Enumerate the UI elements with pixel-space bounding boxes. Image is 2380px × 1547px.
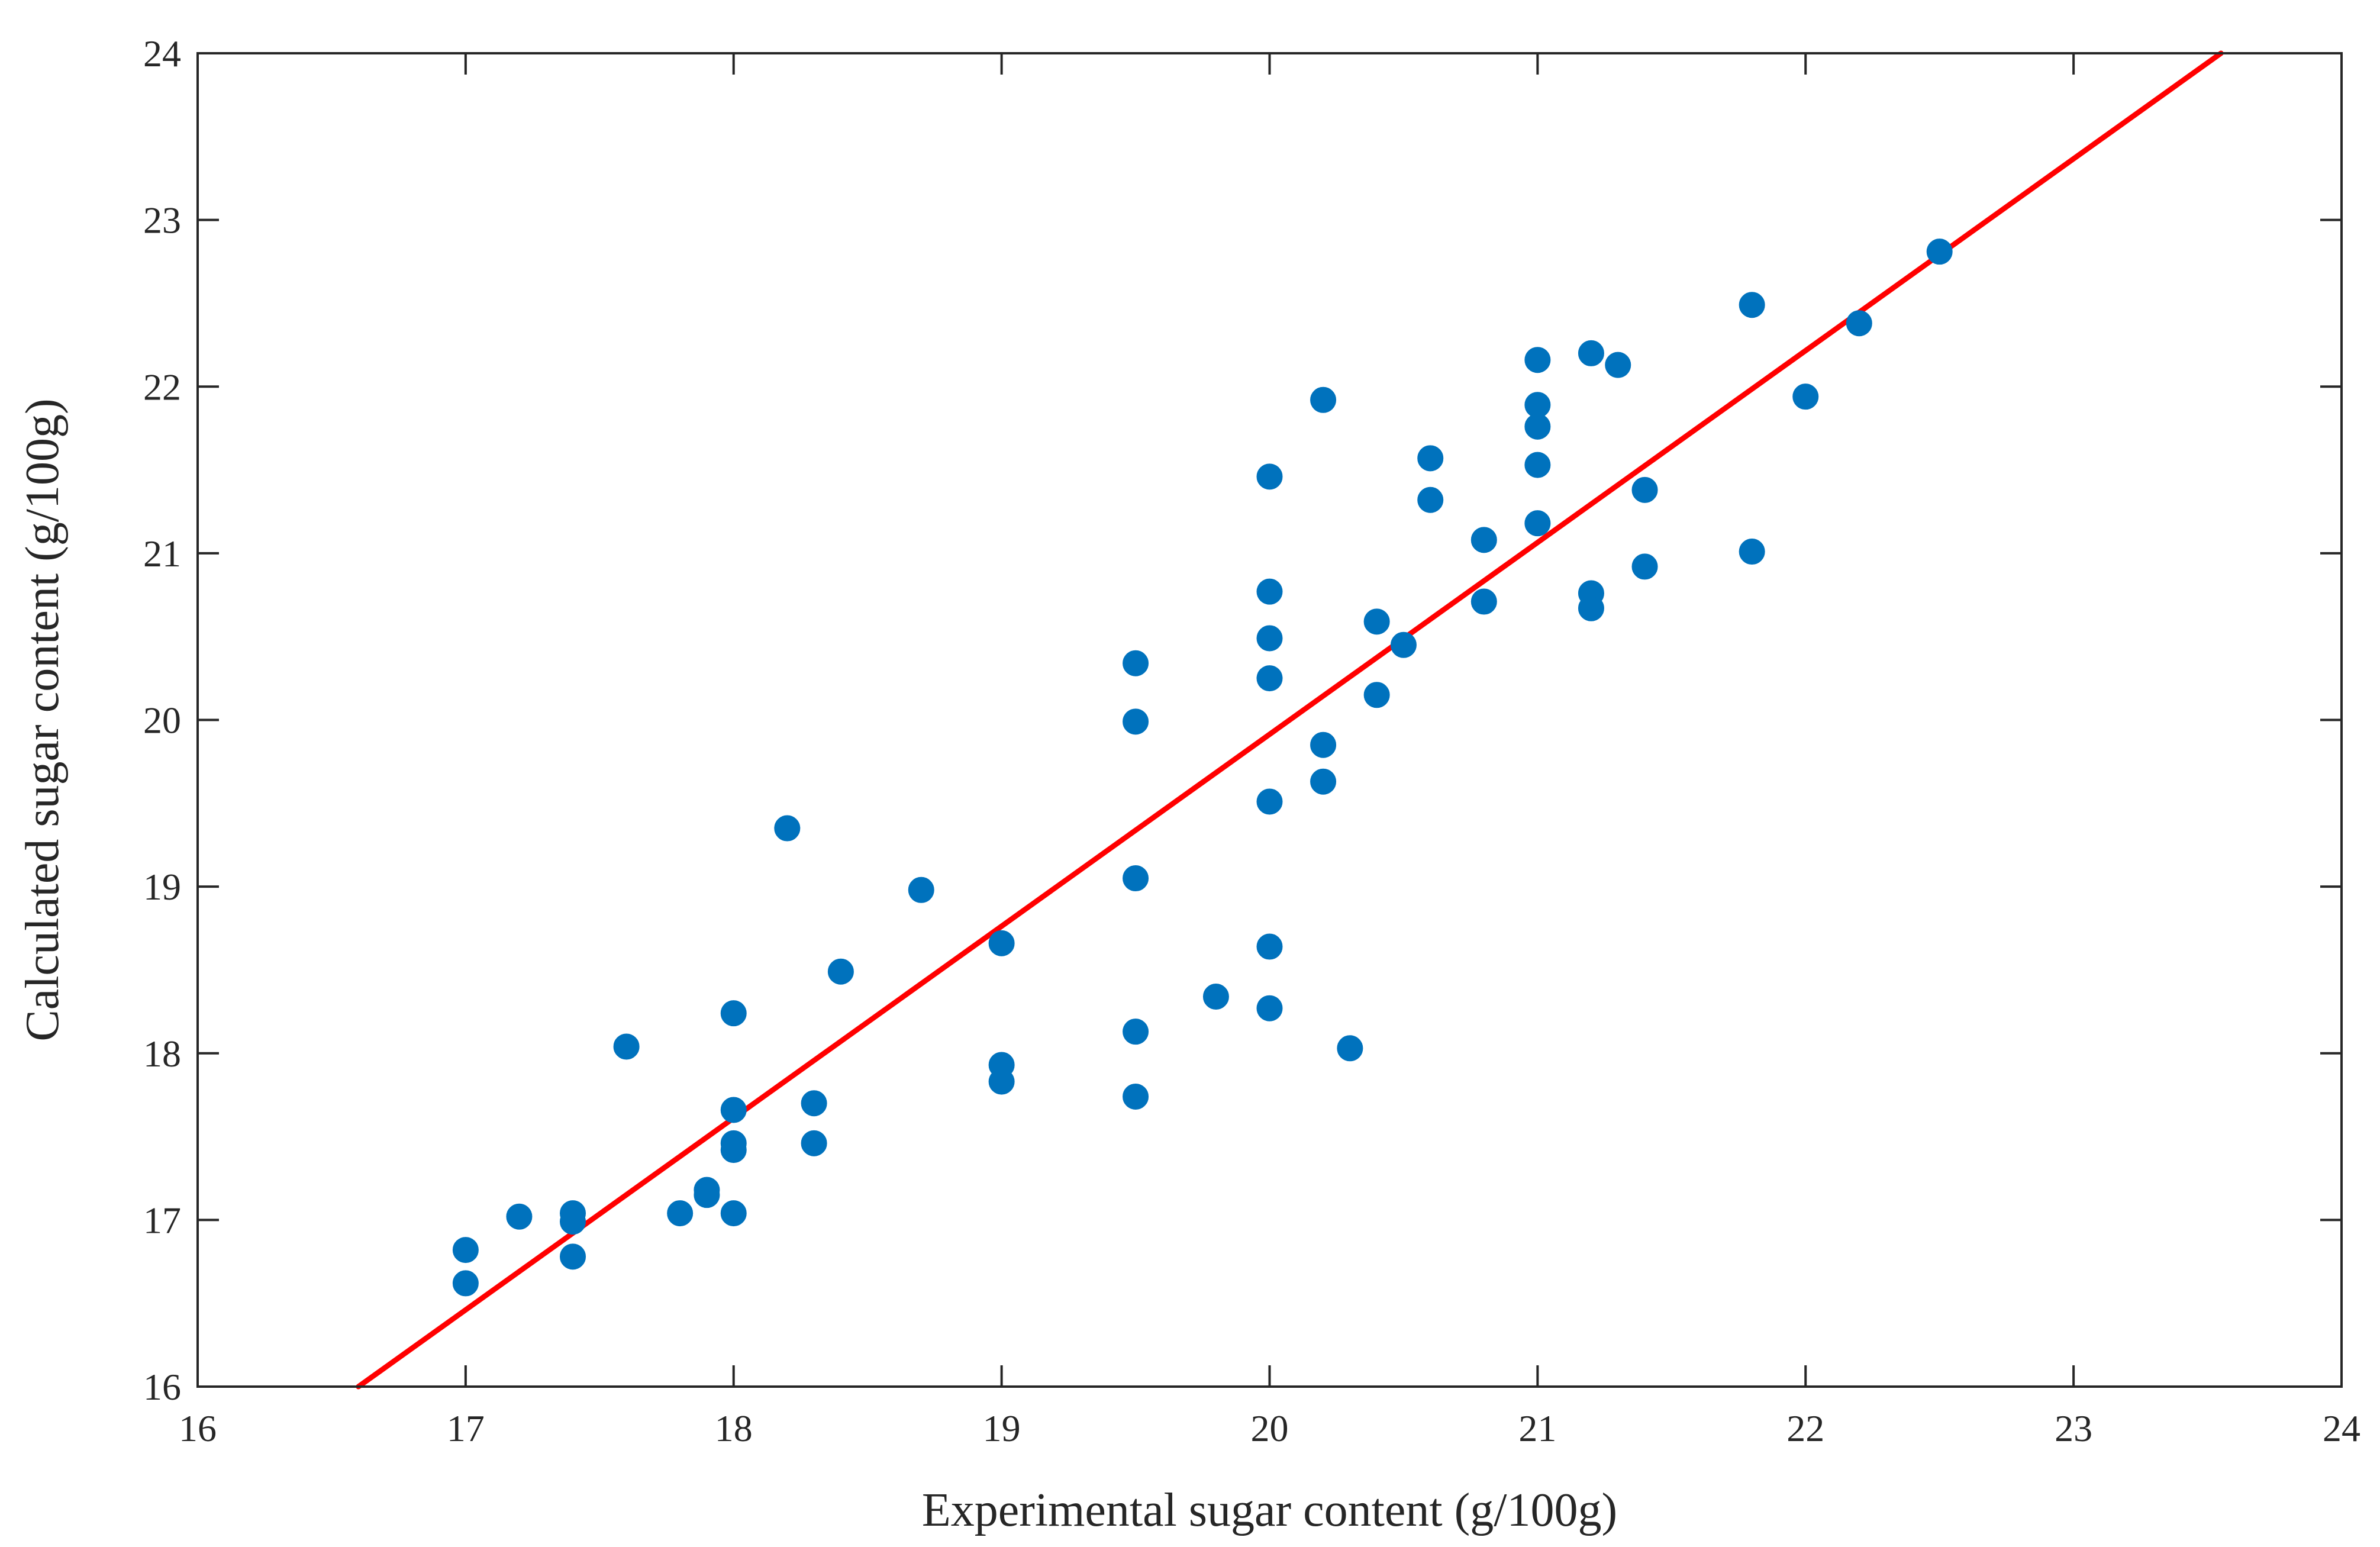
scatter-point	[988, 930, 1015, 956]
scatter-point	[1256, 933, 1283, 960]
scatter-point	[774, 815, 801, 842]
scatter-point	[1390, 631, 1417, 658]
scatter-point	[1202, 983, 1229, 1010]
y-tick-label: 18	[143, 1033, 181, 1075]
scatter-point	[1578, 340, 1604, 366]
scatter-point	[1310, 731, 1337, 758]
x-tick-label: 20	[1251, 1407, 1289, 1449]
scatter-point	[1310, 386, 1337, 413]
scatter-points-layer	[452, 239, 1953, 1297]
scatter-point	[827, 958, 854, 985]
scatter-point	[1470, 527, 1497, 553]
scatter-point	[560, 1243, 586, 1270]
y-tick-label: 20	[143, 700, 181, 742]
scatter-point	[613, 1033, 640, 1060]
fit-line	[356, 50, 2224, 1390]
scatter-point	[452, 1270, 479, 1297]
scatter-point	[720, 1000, 747, 1027]
scatter-point	[1256, 625, 1283, 652]
y-tick-label: 19	[143, 866, 181, 908]
scatter-point	[694, 1182, 720, 1208]
scatter-point	[1256, 665, 1283, 692]
y-tick-label: 21	[143, 533, 181, 575]
y-tick-label: 17	[143, 1199, 181, 1241]
scatter-point	[1417, 486, 1444, 513]
y-tick-label: 16	[143, 1366, 181, 1408]
scatter-point	[1256, 788, 1283, 815]
x-tick-label: 16	[179, 1407, 217, 1449]
y-tick-label: 24	[143, 33, 181, 75]
scatter-point	[506, 1203, 533, 1230]
scatter-point	[720, 1097, 747, 1123]
scatter-point	[1363, 608, 1390, 635]
scatter-point	[1417, 445, 1444, 472]
scatter-point	[1524, 452, 1551, 478]
scatter-point	[1310, 768, 1337, 795]
scatter-point	[1524, 510, 1551, 537]
scatter-point	[1792, 383, 1819, 410]
scatter-point	[1846, 310, 1872, 337]
scatter-point	[908, 876, 934, 903]
scatter-point	[988, 1068, 1015, 1095]
scatter-point	[1256, 463, 1283, 490]
scatter-point	[1256, 578, 1283, 605]
x-tick-label: 19	[983, 1407, 1021, 1449]
y-tick-label: 23	[143, 199, 181, 241]
scatter-point	[1256, 995, 1283, 1021]
x-tick-label: 17	[447, 1407, 485, 1449]
scatter-point	[801, 1130, 827, 1156]
ticks-layer: 16 17 18 19 20 21 22 23 24 16 17 18 19 20 21 22 23 24	[143, 33, 2360, 1449]
scatter-point	[1123, 650, 1149, 676]
x-tick-label: 23	[2055, 1407, 2092, 1449]
y-tick-label: 22	[143, 366, 181, 408]
scatter-point	[1578, 595, 1604, 621]
fit-line-layer	[356, 50, 2224, 1390]
scatter-point	[1363, 682, 1390, 708]
scatter-point	[1605, 352, 1631, 378]
scatter-point	[452, 1237, 479, 1264]
scatter-point	[1739, 539, 1765, 565]
scatter-point	[1123, 1083, 1149, 1110]
scatter-point	[720, 1200, 747, 1227]
scatter-point	[560, 1208, 586, 1235]
scatter-point	[1123, 708, 1149, 735]
scatter-point	[720, 1130, 747, 1156]
scatter-point	[1470, 588, 1497, 615]
x-axis-title: Experimental sugar content (g/100g)	[922, 1484, 1617, 1536]
scatter-point	[1739, 292, 1765, 318]
scatter-point	[1337, 1035, 1363, 1062]
scatter-point	[1631, 553, 1658, 580]
y-axis-title: Calculated sugar content (g/100g)	[17, 398, 69, 1041]
scatter-point	[1631, 476, 1658, 503]
scatter-point	[801, 1090, 827, 1117]
scatter-point	[667, 1200, 694, 1227]
scatter-point	[1926, 239, 1953, 265]
scatter-point	[1524, 347, 1551, 373]
x-tick-label: 22	[1786, 1407, 1824, 1449]
scatter-point	[1524, 413, 1551, 440]
x-tick-label: 18	[715, 1407, 753, 1449]
scatter-point	[1123, 1019, 1149, 1045]
x-tick-label: 24	[2323, 1407, 2360, 1449]
scatter-point	[1123, 865, 1149, 892]
x-tick-label: 21	[1518, 1407, 1556, 1449]
